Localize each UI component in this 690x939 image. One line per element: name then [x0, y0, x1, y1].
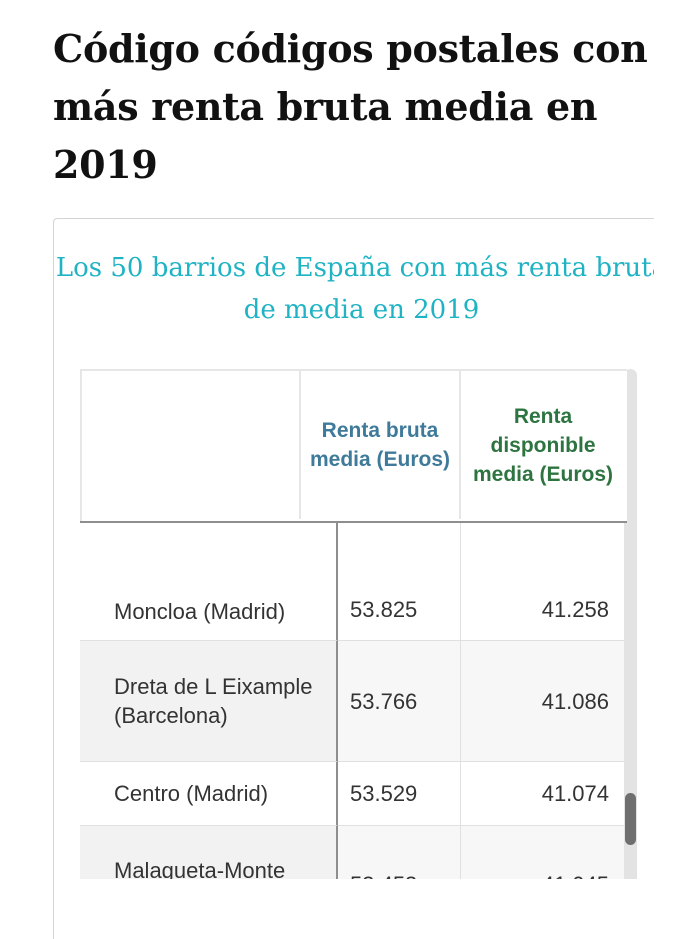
table-row: Moncloa (Madrid) 53.825 41.258	[80, 479, 625, 641]
cell-barrio: Centro (Madrid)	[80, 762, 338, 826]
cell-renta-bruta: 53.453	[338, 826, 461, 879]
table-header: Renta bruta media (Euros) Renta disponib…	[80, 369, 627, 521]
table-row: Malagueta-Monte Sancha (Málaga) 53.453 4…	[80, 826, 625, 879]
cell-renta-disponible: 41.258	[461, 479, 625, 641]
table-body: Moncloa (Madrid) 53.825 41.258 Dreta de …	[80, 479, 625, 879]
cell-renta-disponible: 41.045	[461, 826, 625, 879]
cell-renta-bruta: 53.529	[338, 762, 461, 826]
data-table[interactable]: Renta bruta media (Euros) Renta disponib…	[80, 369, 639, 879]
header-name-column[interactable]	[82, 371, 301, 519]
chart-title: Los 50 barrios de España con más renta b…	[55, 253, 654, 325]
cell-barrio: Moncloa (Madrid)	[80, 479, 338, 641]
scrollbar-thumb[interactable]	[625, 793, 636, 845]
cell-renta-disponible: 41.074	[461, 762, 625, 826]
chart-widget: Los 50 barrios de España con más renta b…	[53, 218, 654, 939]
header-renta-disponible[interactable]: Renta disponible media (Euros)	[472, 404, 614, 486]
cell-renta-bruta: 53.825	[338, 479, 461, 641]
table-row: Centro (Madrid) 53.529 41.074	[80, 762, 625, 826]
header-renta-bruta[interactable]: Renta bruta media (Euros)	[301, 371, 461, 519]
table-scrollbar[interactable]	[624, 369, 637, 879]
article-title: Código códigos postales con más renta br…	[53, 26, 648, 187]
cell-barrio: Dreta de L Eixample (Barcelona)	[80, 641, 338, 762]
cell-renta-bruta: 53.766	[338, 641, 461, 762]
cell-barrio: Malagueta-Monte Sancha (Málaga)	[80, 826, 338, 879]
cell-renta-disponible: 41.086	[461, 641, 625, 762]
table-row: Dreta de L Eixample (Barcelona) 53.766 4…	[80, 641, 625, 762]
